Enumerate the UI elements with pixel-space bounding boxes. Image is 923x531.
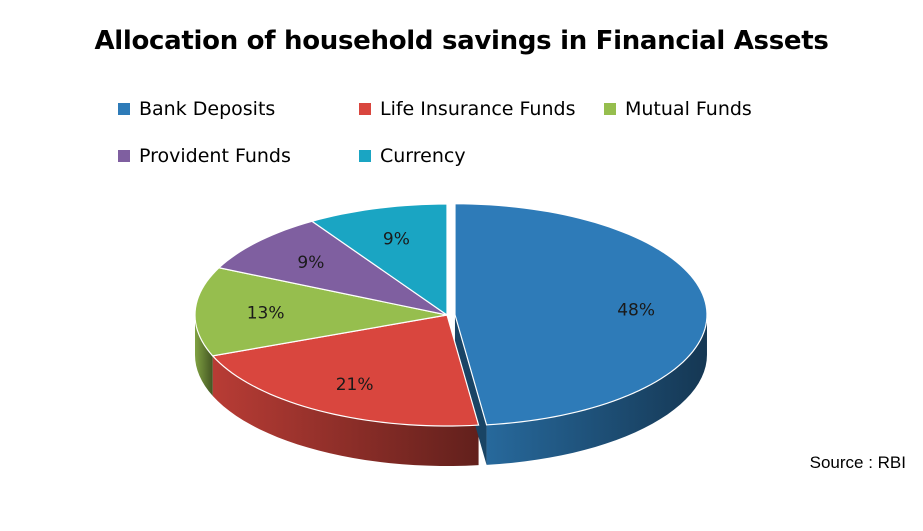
legend-item-mutual-funds: Mutual Funds <box>604 98 752 120</box>
legend-label: Bank Deposits <box>139 98 276 120</box>
pie-cut-face <box>454 314 487 465</box>
pie-sides <box>195 314 707 466</box>
legend-label: Life Insurance Funds <box>380 98 576 120</box>
pie-slice-mutual-funds <box>194 267 448 357</box>
pie-tops <box>194 203 708 427</box>
data-label-currency: 9% <box>383 229 410 249</box>
legend-swatch <box>604 103 616 115</box>
pie-slice-provident-funds <box>217 220 448 316</box>
pie-slice-currency <box>310 203 448 317</box>
pie-side-mutual-funds <box>195 315 213 396</box>
legend-swatch <box>118 103 130 115</box>
legend-item-bank-deposits: Bank Deposits <box>118 98 275 120</box>
legend-item-life-insurance-funds: Life Insurance Funds <box>359 98 575 120</box>
source-note: Source : RBI <box>809 453 906 472</box>
data-label-life-insurance-funds: 21% <box>336 375 374 395</box>
chart-title: Allocation of household savings in Finan… <box>94 26 829 56</box>
legend-swatch <box>118 150 130 162</box>
legend-label: Provident Funds <box>139 145 291 167</box>
data-label-bank-deposits: 48% <box>617 301 655 321</box>
pie-slice-bank-deposits <box>454 203 708 426</box>
pie-side-bank-deposits <box>486 314 707 465</box>
legend-label: Mutual Funds <box>625 98 752 120</box>
data-label-provident-funds: 9% <box>297 253 324 273</box>
legend-swatch <box>359 150 371 162</box>
legend-item-currency: Currency <box>359 145 466 167</box>
pie-slice-life-insurance-funds <box>211 314 480 427</box>
legend-item-provident-funds: Provident Funds <box>118 145 291 167</box>
pie-labels: 48% 21% 13% 9% 9% <box>247 229 655 394</box>
legend-swatch <box>359 103 371 115</box>
legend-label: Currency <box>380 145 466 167</box>
pie-side-life-insurance-funds <box>212 355 479 466</box>
data-label-mutual-funds: 13% <box>247 304 285 324</box>
